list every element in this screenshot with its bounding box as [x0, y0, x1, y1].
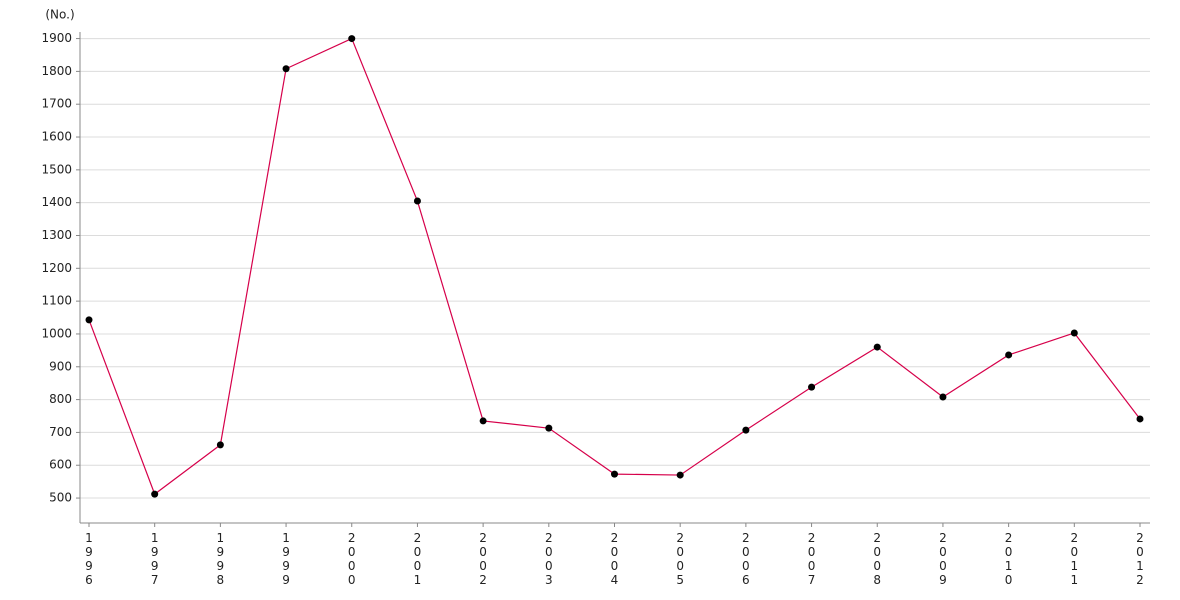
y-tick-label: 1800: [41, 64, 72, 78]
y-tick-label: 700: [49, 425, 72, 439]
y-tick-label: 1200: [41, 261, 72, 275]
line: [88, 37, 1141, 496]
y-tick-label: 800: [49, 392, 72, 406]
y-tick-label: 1400: [41, 195, 72, 209]
point: [413, 197, 421, 205]
point: [1005, 351, 1013, 359]
point: [742, 426, 750, 434]
point: [85, 316, 93, 324]
y-tick-label: 1600: [41, 130, 72, 144]
y-tick-label: 1300: [41, 228, 72, 242]
y-tick-label: 900: [49, 359, 72, 373]
point: [348, 35, 356, 43]
y-tick-label: 500: [49, 491, 72, 505]
y-tick-label: 600: [49, 458, 72, 472]
point: [1136, 415, 1144, 423]
y-tick-label: 1500: [41, 162, 72, 176]
point: [808, 383, 816, 391]
point: [873, 343, 881, 351]
point: [611, 470, 618, 478]
y-tick-label: 1100: [41, 294, 72, 308]
point: [939, 393, 947, 401]
point: [545, 424, 553, 432]
y-unit: (No.): [45, 8, 74, 22]
point: [282, 65, 290, 73]
y-tick-label: 1900: [41, 31, 72, 45]
y-tick-label: 1000: [41, 326, 72, 340]
y-tick-label: 1700: [41, 97, 72, 111]
point: [151, 490, 159, 498]
point: [676, 471, 684, 479]
point: [479, 417, 487, 425]
point: [1070, 329, 1078, 337]
point: [216, 441, 224, 449]
